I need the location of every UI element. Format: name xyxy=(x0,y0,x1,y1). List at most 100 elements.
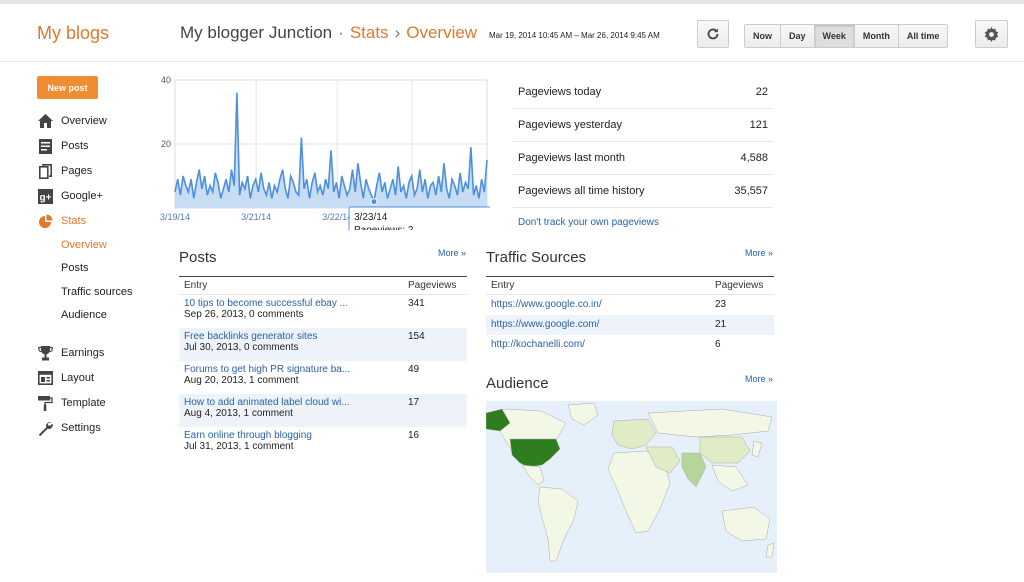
stats-sub-overview[interactable]: Overview xyxy=(61,239,107,251)
sidebar-item-google-plus[interactable]: g+ Google+ xyxy=(37,187,103,205)
post-views: 154 xyxy=(403,327,467,361)
post-views: 16 xyxy=(408,429,420,441)
post-title-link[interactable]: 10 tips to become successful ebay ... xyxy=(184,298,348,309)
x-tick-label: 3/22/14 xyxy=(322,212,352,222)
map-region-new-zealand xyxy=(765,542,775,558)
wrench-icon xyxy=(37,420,53,436)
post-title-link[interactable]: Free backlinks generator sites xyxy=(184,330,318,342)
post-views: 341 xyxy=(408,298,425,309)
posts-col-pageviews: Pageviews xyxy=(403,276,467,295)
google-plus-icon: g+ xyxy=(37,188,53,204)
hovered-data-point xyxy=(370,198,378,206)
traffic-heading: Traffic Sources xyxy=(486,249,587,266)
traffic-views: 23 xyxy=(715,299,727,311)
period-selector: Now Day Week Month All time xyxy=(744,24,949,48)
stats-pie-icon xyxy=(37,213,53,229)
stat-label: Pageviews today xyxy=(518,86,602,98)
stat-row-today: Pageviews today 22 xyxy=(513,76,773,109)
sidebar-item-label: Pages xyxy=(61,165,93,177)
map-region-russia xyxy=(647,408,773,438)
svg-text:g+: g+ xyxy=(39,192,51,203)
table-row: https://www.google.co.in/23 xyxy=(486,295,774,315)
breadcrumb-separator: › xyxy=(394,23,401,42)
stat-row-last-month: Pageviews last month 4,588 xyxy=(513,142,773,175)
table-row: http://kochanelli.com/6 xyxy=(486,335,774,355)
map-region-middle-east xyxy=(645,446,681,474)
x-tick-label: 3/19/14 xyxy=(160,212,190,222)
refresh-icon xyxy=(707,28,719,40)
posts-col-entry: Entry xyxy=(179,276,403,295)
post-title-link[interactable]: How to add animated label cloud wi... xyxy=(184,396,350,408)
table-row: https://www.google.com/21 xyxy=(486,314,774,335)
map-region-china xyxy=(699,436,751,464)
traffic-source-link[interactable]: https://www.google.com/ xyxy=(486,314,710,335)
stat-row-all-time: Pageviews all time history 35,557 xyxy=(513,175,773,208)
sidebar-item-label: Posts xyxy=(61,140,89,152)
post-meta: Aug 4, 2013, 1 comment xyxy=(184,407,293,419)
sidebar-item-layout[interactable]: Layout xyxy=(37,369,94,387)
traffic-views: 6 xyxy=(715,339,721,350)
map-region-usa xyxy=(509,438,561,468)
period-month-button[interactable]: Month xyxy=(854,25,899,47)
post-views: 49 xyxy=(408,363,420,375)
posts-table: Entry Pageviews 10 tips to become succes… xyxy=(179,276,467,460)
post-meta: Sep 26, 2013, 0 comments xyxy=(184,309,304,320)
trophy-icon xyxy=(37,345,53,361)
map-region-australia xyxy=(721,506,771,542)
stats-sub-posts[interactable]: Posts xyxy=(61,262,89,274)
map-region-india xyxy=(681,452,707,488)
sidebar-item-settings[interactable]: Settings xyxy=(37,419,101,437)
new-post-button[interactable]: New post xyxy=(37,76,98,99)
traffic-source-link[interactable]: https://www.google.co.in/ xyxy=(491,299,602,311)
period-now-button[interactable]: Now xyxy=(745,25,781,47)
dont-track-link[interactable]: Don't track your own pageviews xyxy=(518,217,659,228)
post-meta: Aug 20, 2013, 1 comment xyxy=(184,374,299,386)
sidebar-item-earnings[interactable]: Earnings xyxy=(37,344,104,362)
period-week-button[interactable]: Week xyxy=(814,25,855,47)
pageviews-series-line xyxy=(174,92,488,205)
stats-sub-audience[interactable]: Audience xyxy=(61,309,107,321)
map-region-southeast-asia xyxy=(711,464,749,492)
pageview-summary: Pageviews today 22 Pageviews yesterday 121… xyxy=(513,76,773,228)
sidebar-item-posts[interactable]: Posts xyxy=(37,137,89,155)
period-day-button[interactable]: Day xyxy=(781,25,815,47)
sidebar-item-label: Layout xyxy=(61,372,95,384)
sidebar-item-overview[interactable]: Overview xyxy=(37,112,107,130)
settings-button[interactable] xyxy=(975,20,1008,48)
post-title-link[interactable]: Forums to get high PR signature ba... xyxy=(184,363,351,375)
post-title-link[interactable]: Earn online through blogging xyxy=(184,429,312,441)
traffic-col-entry: Entry xyxy=(486,276,710,295)
paint-roller-icon xyxy=(37,395,53,411)
stat-value: 4,588 xyxy=(740,152,768,164)
traffic-source-link[interactable]: http://kochanelli.com/ xyxy=(491,339,585,350)
gear-icon xyxy=(984,26,999,42)
breadcrumb-stats[interactable]: Stats xyxy=(349,23,389,42)
sidebar-item-template[interactable]: Template xyxy=(37,394,106,412)
breadcrumb: My blogger Junction · Stats › Overview xyxy=(180,23,483,43)
tooltip-value: Pageviews: 2 xyxy=(354,225,414,230)
sidebar-item-label: Settings xyxy=(61,422,101,434)
stats-sub-traffic-sources[interactable]: Traffic sources xyxy=(61,286,133,298)
stat-value: 121 xyxy=(749,119,768,131)
stat-value: 35,557 xyxy=(734,185,768,197)
traffic-col-pageviews: Pageviews xyxy=(710,276,774,295)
stat-row-yesterday: Pageviews yesterday 121 xyxy=(513,109,773,142)
sidebar-item-pages[interactable]: Pages xyxy=(37,162,92,180)
y-tick-label: 40 xyxy=(161,75,171,85)
my-blogs-link[interactable]: My blogs xyxy=(37,23,110,43)
audience-more-link[interactable]: More » xyxy=(745,374,774,384)
traffic-more-link[interactable]: More » xyxy=(745,248,774,258)
table-row: Free backlinks generator sites Jul 30, 20… xyxy=(179,327,467,361)
sidebar-item-stats[interactable]: Stats xyxy=(37,212,86,230)
map-region-central-america xyxy=(521,464,545,486)
date-range: Mar 19, 2014 10:45 AM – Mar 26, 2014 9:4… xyxy=(489,31,660,40)
posts-more-link[interactable]: More » xyxy=(438,248,467,258)
refresh-button[interactable] xyxy=(697,20,729,48)
sidebar-item-label: Template xyxy=(61,397,106,409)
blog-name[interactable]: My blogger Junction xyxy=(180,23,333,42)
pageviews-chart: 40203/19/143/21/143/22/1443/23/14Pagevie… xyxy=(160,75,490,230)
map-region-alaska xyxy=(486,408,511,432)
traffic-table: Entry Pageviews https://www.google.co.in… xyxy=(486,276,774,355)
period-alltime-button[interactable]: All time xyxy=(898,25,948,47)
x-tick-label: 3/21/14 xyxy=(241,212,271,222)
